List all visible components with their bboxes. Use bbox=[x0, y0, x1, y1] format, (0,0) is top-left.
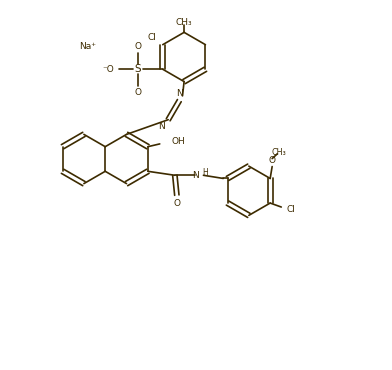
Text: CH₃: CH₃ bbox=[272, 148, 286, 157]
Text: CH₃: CH₃ bbox=[176, 18, 192, 27]
Text: ⁻O: ⁻O bbox=[103, 65, 114, 74]
Text: O: O bbox=[173, 199, 180, 208]
Text: Cl: Cl bbox=[147, 33, 156, 42]
Text: N: N bbox=[158, 122, 165, 131]
Text: H: H bbox=[202, 168, 208, 176]
Text: O: O bbox=[269, 156, 276, 165]
Text: OH: OH bbox=[172, 137, 185, 147]
Text: Na⁺: Na⁺ bbox=[79, 42, 96, 51]
Text: N: N bbox=[176, 89, 183, 98]
Text: O: O bbox=[135, 42, 142, 51]
Text: O: O bbox=[135, 88, 142, 97]
Text: S: S bbox=[135, 64, 142, 74]
Text: N: N bbox=[192, 171, 199, 180]
Text: Cl: Cl bbox=[287, 205, 295, 213]
